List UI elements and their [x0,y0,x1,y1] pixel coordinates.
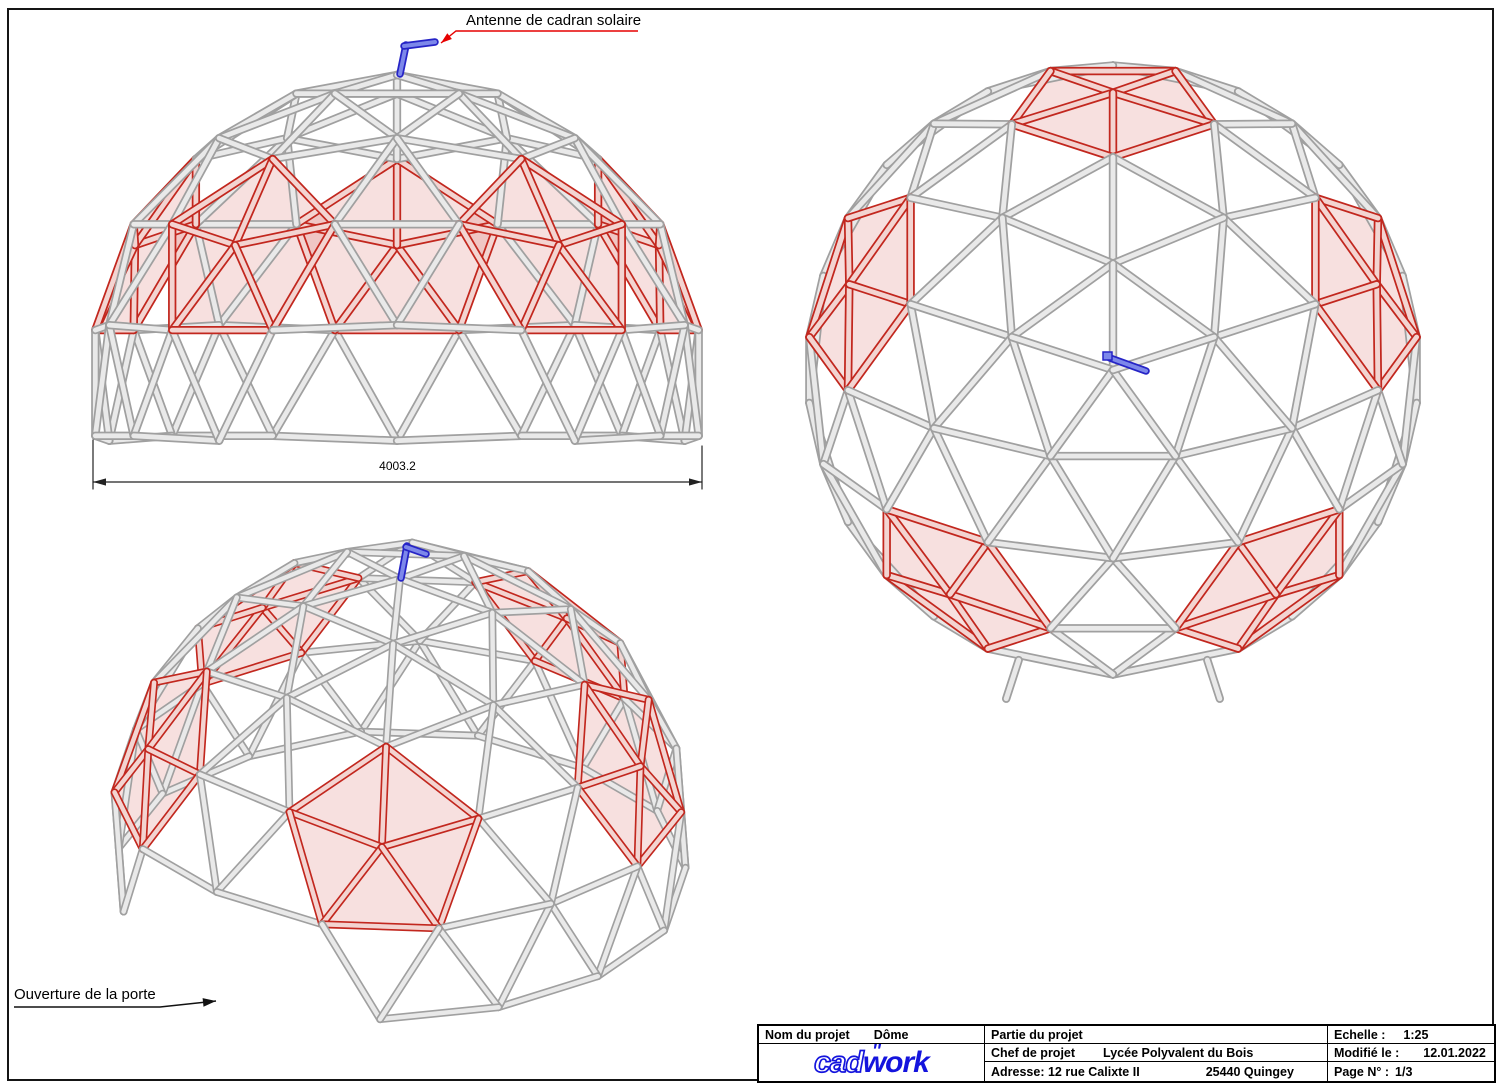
dome-top-view [805,61,1421,703]
scale-label: Echelle : [1334,1027,1386,1042]
project-name-value: Dôme [873,1027,909,1042]
project-chief-value: Lycée Polyvalent du Bois [1103,1045,1254,1060]
dome-perspective-view [110,538,690,1024]
title-block-modified: Modifié le : 12.01.2022 [1328,1044,1494,1062]
project-part-label: Partie du projet [991,1027,1083,1042]
modified-value: 12.01.2022 [1423,1045,1486,1060]
address-value: 25440 Quingey [1205,1064,1294,1079]
page-number-value: 1/3 [1395,1064,1413,1079]
title-block-address: Adresse: 12 rue Calixte II 25440 Quingey [985,1062,1328,1081]
dimension-line [92,439,703,490]
title-block-page-number: Page N° : 1/3 [1328,1062,1494,1081]
cadwork-logo: cadwork '' [813,1044,930,1079]
modified-label: Modifié le : [1334,1045,1400,1060]
leader-arrow-red [440,30,638,44]
title-block-project-chief: Chef de projet Lycée Polyvalent du Bois [985,1044,1328,1062]
sundial-antenna-top [1102,351,1150,375]
sundial-antenna-front [396,38,439,78]
scale-value: 1:25 [1403,1027,1429,1042]
title-block-logo-cell: cadwork '' [759,1044,985,1081]
page-number-label: Page N° : [1334,1064,1390,1079]
door-annotation: Ouverture de la porte [14,986,156,1003]
title-block-project-part: Partie du projet [985,1026,1328,1044]
address-label: Adresse: 12 rue Calixte II [991,1064,1140,1079]
dimension-label: 4003.2 [379,459,416,473]
cadwork-logo-cad: cad [813,1045,864,1079]
antenna-annotation: Antenne de cadran solaire [466,12,642,29]
cadwork-logo-marks: '' [872,1044,881,1061]
dome-front-elevation [91,70,703,445]
cadwork-logo-work: work [862,1045,930,1079]
leader-arrow-black [14,998,217,1008]
project-chief-label: Chef de projet [991,1045,1076,1060]
sundial-antenna-perspective [397,542,430,582]
title-block-scale: Echelle : 1:25 [1328,1026,1494,1044]
title-block: Nom du projet Dôme Partie du projet Eche… [757,1024,1496,1083]
project-name-label: Nom du projet [765,1027,850,1042]
title-block-project-name: Nom du projet Dôme [759,1026,985,1044]
